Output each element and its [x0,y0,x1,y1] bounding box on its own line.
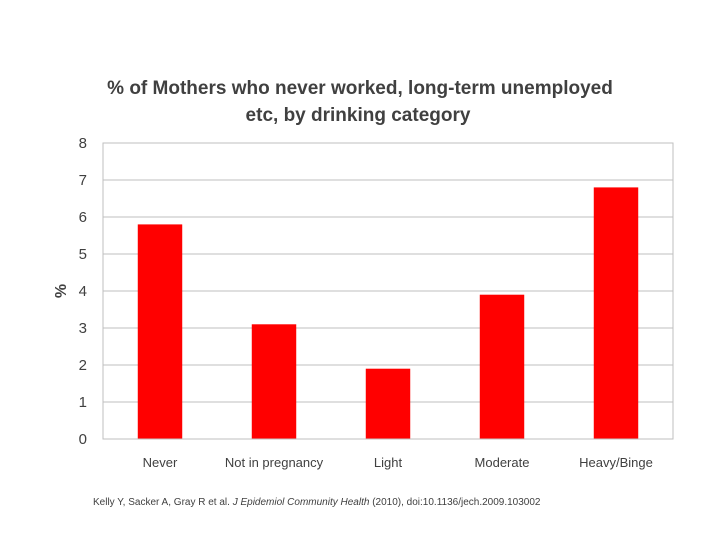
citation-journal: J Epidemiol Community Health [232,497,370,508]
y-tick-label: 1 [79,394,87,411]
citation-authors: Kelly Y, Sacker A, Gray R et al. [93,497,230,508]
y-tick-label: 0 [79,431,87,448]
x-category-labels: Never Not in pregnancy Light Moderate Heavy/… [143,455,653,470]
y-tick-labels: 0 1 2 3 4 5 6 7 8 [79,135,87,448]
bar-light [365,368,411,439]
y-tick-label: 6 [79,209,87,226]
bar-heavy-binge [593,187,639,439]
y-tick-label: 5 [79,246,87,263]
citation: Kelly Y, Sacker A, Gray R et al. J Epide… [93,497,541,508]
citation-details: (2010), doi:10.1136/jech.2009.103002 [372,497,541,508]
y-tick-label: 8 [79,135,87,152]
plot-area-frame [102,142,674,440]
chart-title-line-1: % of Mothers who never worked, long-term… [107,78,613,99]
x-category-label: Moderate [475,455,530,470]
x-category-label: Not in pregnancy [225,455,324,470]
y-axis-label: % [53,284,70,298]
y-tick-label: 3 [79,320,87,337]
bar-never [137,224,183,439]
chart-title-line-2: etc, by drinking category [246,105,471,126]
x-category-label: Never [143,455,178,470]
bar-not-in-pregnancy [251,324,297,439]
y-tick-label: 7 [79,172,87,189]
y-tick-label: 2 [79,357,87,374]
bar-moderate [479,294,525,439]
bars [137,187,639,439]
x-category-label: Light [374,455,403,470]
y-tick-label: 4 [79,283,87,300]
x-category-label: Heavy/Binge [579,455,653,470]
